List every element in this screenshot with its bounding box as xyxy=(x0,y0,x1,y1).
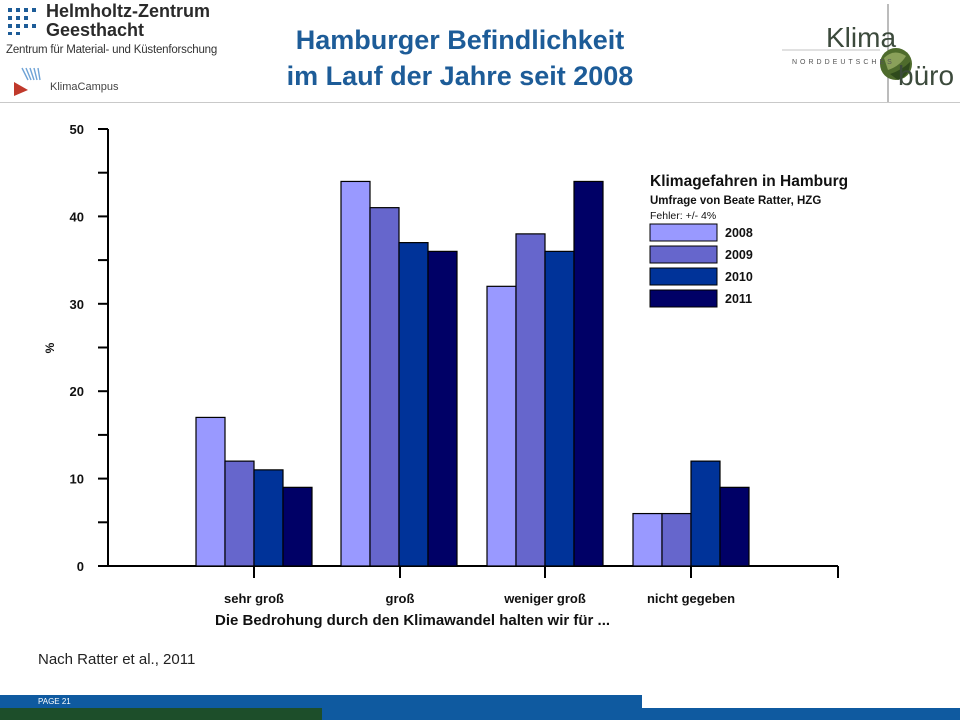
legend-swatch-2008 xyxy=(649,223,718,242)
title-line2: im Lauf der Jahre seit 2008 xyxy=(286,61,634,91)
footer-bar-top-right xyxy=(642,695,960,708)
bar-2008 xyxy=(486,285,517,567)
right-logo-nord: NORDDEUTSCHES xyxy=(792,59,895,66)
page-number: PAGE 21 xyxy=(38,697,71,706)
bar-2009 xyxy=(369,207,400,567)
y-tick-label: 50 xyxy=(70,122,84,137)
category-label: nicht gegeben xyxy=(647,591,735,606)
campus-name: KlimaCampus xyxy=(50,81,119,93)
bar-2010 xyxy=(253,469,284,567)
source-note: Nach Ratter et al., 2011 xyxy=(38,651,196,668)
y-tick-label: 20 xyxy=(70,384,84,399)
legend-label-2011: 2011 xyxy=(725,292,752,306)
legend-subtitle: Umfrage von Beate Ratter, HZG xyxy=(650,195,821,207)
bar-2011 xyxy=(427,250,458,567)
title-line1: Hamburger Befindlichkeit xyxy=(295,25,625,55)
y-axis-label: % xyxy=(43,342,57,353)
bar-2009 xyxy=(224,460,255,567)
legend-label-2010: 2010 xyxy=(725,270,753,284)
category-label: weniger groß xyxy=(503,591,586,606)
right-logo-word2: büro xyxy=(898,60,955,91)
category-label: groß xyxy=(386,591,415,606)
legend-label-2009: 2009 xyxy=(725,248,753,262)
klimacampus-logo-icon xyxy=(14,67,41,96)
y-tick-label: 10 xyxy=(70,472,84,487)
bar-2009 xyxy=(661,512,692,567)
org-name: Helmholtz-Zentrum Geesthacht xyxy=(46,2,210,40)
legend-swatch-2011 xyxy=(649,289,718,308)
bar-2010 xyxy=(690,460,721,567)
footer-bar-green xyxy=(0,708,322,720)
y-tick-label: 0 xyxy=(77,559,84,574)
page-title: Hamburger Befindlichkeit im Lauf der Jah… xyxy=(200,22,720,94)
org-name-line2: Geesthacht xyxy=(46,20,145,40)
legend-title: Klimagefahren in Hamburg xyxy=(650,173,848,190)
x-axis-label: Die Bedrohung durch den Klimawandel halt… xyxy=(215,612,610,629)
legend-swatch-2009 xyxy=(649,245,718,264)
header-divider xyxy=(0,102,960,103)
y-tick-label: 40 xyxy=(70,209,84,224)
footer-bar-top xyxy=(0,695,642,708)
bar-2008 xyxy=(632,512,663,567)
legend-label-2008: 2008 xyxy=(725,226,753,240)
bar-2010 xyxy=(398,242,429,567)
bar-2011 xyxy=(573,180,604,567)
bar-2010 xyxy=(544,250,575,567)
legend-note: Fehler: +/- 4% xyxy=(650,210,716,222)
hzg-dots-logo-icon xyxy=(8,8,36,35)
bar-2008 xyxy=(340,180,371,567)
org-name-line1: Helmholtz-Zentrum xyxy=(46,1,210,21)
footer-bar-blue xyxy=(322,708,960,720)
bar-2009 xyxy=(515,233,546,567)
right-logo-word1: Klima xyxy=(826,22,897,53)
y-tick-label: 30 xyxy=(70,297,84,312)
bar-2011 xyxy=(282,486,313,567)
category-label: sehr groß xyxy=(224,591,284,606)
bar-2011 xyxy=(719,486,750,567)
bar-2008 xyxy=(195,416,226,567)
org-subtitle: Zentrum für Material- und Küstenforschun… xyxy=(6,44,218,56)
klimabuero-logo-icon xyxy=(782,4,912,102)
legend-swatch-2010 xyxy=(649,267,718,286)
bar-chart: 0 10 20 30 40 50% sehr groß groß weniger groß nic… xyxy=(43,122,848,629)
